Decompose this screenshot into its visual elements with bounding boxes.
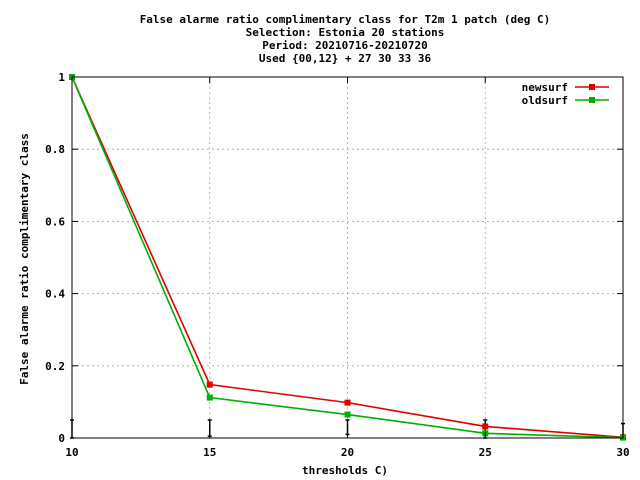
y-tick-label: 0.6: [45, 215, 65, 228]
data-point-newsurf: [206, 381, 213, 388]
y-tick-label: 1: [58, 71, 65, 84]
legend-marker-oldsurf: [589, 97, 595, 103]
chart-title: False alarme ratio complimentary class f…: [140, 13, 551, 65]
x-tick-label: 10: [65, 446, 78, 459]
x-tick-label: 25: [479, 446, 492, 459]
data-point-newsurf: [344, 399, 351, 406]
y-tick-label: 0.4: [45, 288, 65, 301]
data-point-newsurf: [482, 423, 489, 430]
y-tick-labels: 0 0.2 0.4 0.6 0.8 1: [45, 71, 65, 445]
x-tick-labels: 10 15 20 25 30: [65, 446, 629, 459]
title-line-2: Selection: Estonia 20 stations: [246, 26, 445, 39]
data-point-oldsurf: [206, 394, 213, 401]
legend-marker-newsurf: [589, 84, 595, 90]
y-axis-label: False alarme ratio complimentary class: [18, 133, 31, 385]
legend-label-newsurf: newsurf: [522, 81, 568, 94]
y-tick-label: 0.8: [45, 143, 65, 156]
title-line-1: False alarme ratio complimentary class f…: [140, 13, 551, 26]
x-tick-label: 15: [203, 446, 216, 459]
y-tick-label: 0.2: [45, 360, 65, 373]
grid: [72, 77, 623, 438]
title-line-4: Used {00,12} + 27 30 33 36: [259, 52, 432, 65]
legend-label-oldsurf: oldsurf: [522, 94, 568, 107]
x-tick-label: 30: [616, 446, 629, 459]
x-tick-label: 20: [341, 446, 354, 459]
axis-ticks: [71, 76, 624, 439]
y-tick-label: 0: [58, 432, 65, 445]
x-axis-label: thresholds C): [302, 464, 388, 477]
title-line-3: Period: 20210716-20210720: [262, 39, 428, 52]
data-point-oldsurf: [344, 411, 351, 418]
